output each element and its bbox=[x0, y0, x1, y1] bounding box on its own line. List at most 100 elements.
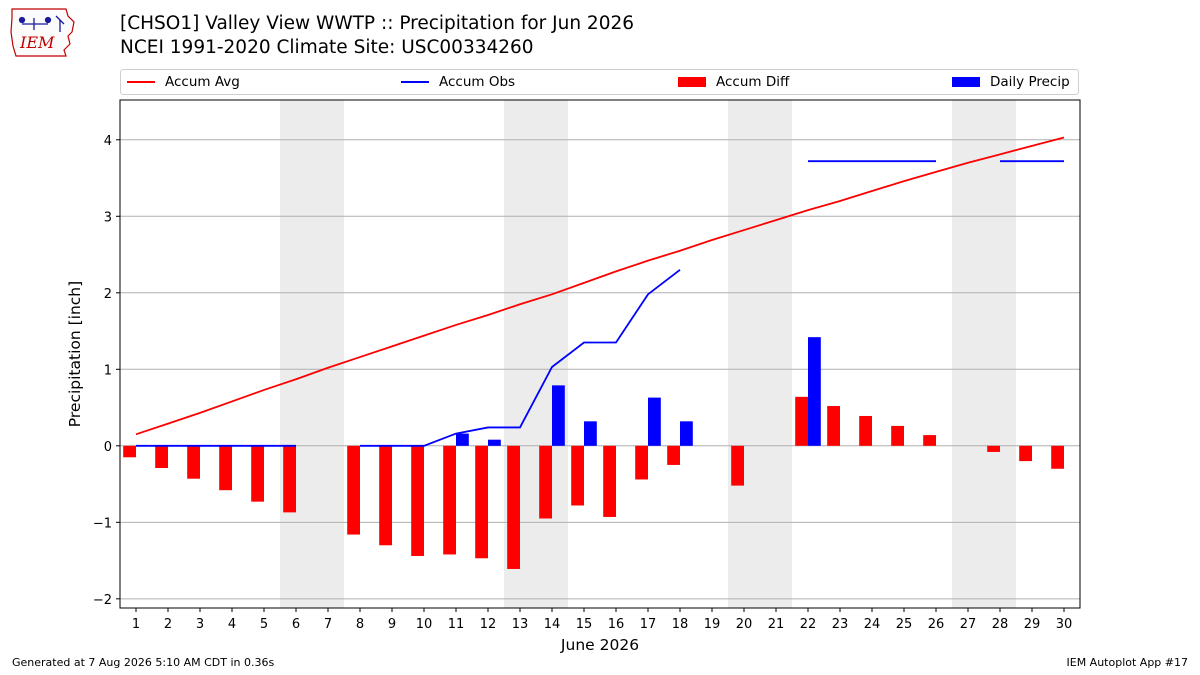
x-tick-label: 2 bbox=[164, 617, 172, 632]
x-tick-label: 1 bbox=[132, 617, 140, 632]
x-tick-label: 8 bbox=[356, 617, 364, 632]
x-tick-label: 17 bbox=[640, 617, 657, 632]
x-tick-label: 28 bbox=[992, 617, 1009, 632]
x-tick-label: 29 bbox=[1024, 617, 1041, 632]
accum-diff-bar bbox=[539, 445, 552, 519]
weekend-band bbox=[952, 100, 1016, 608]
accum-obs-line bbox=[360, 269, 681, 447]
x-axis-label: June 2026 bbox=[560, 636, 639, 654]
accum-diff-bar bbox=[987, 445, 1000, 452]
grid-lines bbox=[120, 139, 1080, 600]
accum-diff-bar bbox=[251, 445, 264, 502]
accum-diff-bar bbox=[283, 445, 296, 513]
weekend-band bbox=[280, 100, 344, 608]
x-tick-label: 16 bbox=[608, 617, 625, 632]
y-tick-label: 1 bbox=[104, 363, 112, 378]
x-tick-label: 19 bbox=[704, 617, 721, 632]
legend-label-accum-avg: Accum Avg bbox=[165, 74, 240, 90]
legend-swatch-daily-precip bbox=[952, 77, 980, 87]
x-tick-label: 27 bbox=[960, 617, 977, 632]
x-tick-label: 6 bbox=[292, 617, 300, 632]
plot-frame bbox=[119, 99, 1081, 609]
accum-diff-bar bbox=[475, 445, 488, 559]
legend-item-accum-avg: Accum Avg bbox=[127, 70, 240, 94]
accum-avg-line bbox=[135, 136, 1065, 436]
chart-subtitle: NCEI 1991-2020 Climate Site: USC00334260 bbox=[120, 37, 534, 58]
legend-swatch-accum-diff bbox=[678, 77, 706, 87]
x-tick-label: 4 bbox=[228, 617, 236, 632]
daily-precip-bar bbox=[808, 337, 821, 446]
accum-diff-bar bbox=[571, 445, 584, 506]
accum-diff-bar bbox=[123, 445, 136, 458]
x-tick-label: 7 bbox=[324, 617, 332, 632]
daily-precip-bar bbox=[488, 439, 501, 446]
weekend-shading bbox=[280, 100, 1016, 608]
accum-diff-bar bbox=[379, 445, 392, 546]
y-tick-label: 0 bbox=[104, 440, 112, 455]
x-tick-label: 25 bbox=[896, 617, 913, 632]
legend-swatch-accum-avg bbox=[127, 81, 155, 83]
legend-swatch-accum-obs bbox=[401, 81, 429, 83]
accum-diff-bar bbox=[827, 406, 840, 446]
legend-item-accum-obs: Accum Obs bbox=[401, 70, 515, 94]
legend-label-accum-obs: Accum Obs bbox=[439, 74, 516, 90]
x-tick-label: 3 bbox=[196, 617, 204, 632]
x-tick-label: 23 bbox=[832, 617, 849, 632]
x-tick-label: 21 bbox=[768, 617, 785, 632]
accum-diff-bar bbox=[187, 445, 200, 479]
legend-label-daily-precip: Daily Precip bbox=[990, 74, 1070, 90]
accum-diff-bar bbox=[795, 396, 808, 446]
iowa-outline-icon bbox=[10, 8, 75, 57]
iem-logo: IEM bbox=[10, 8, 75, 57]
x-tick-label: 18 bbox=[672, 617, 689, 632]
accum-diff-bar bbox=[219, 445, 232, 491]
accum-diff-bar bbox=[603, 445, 616, 517]
accum-diff-bar bbox=[923, 435, 936, 446]
logo-text: IEM bbox=[19, 33, 55, 52]
x-tick-label: 20 bbox=[736, 617, 753, 632]
accum-diff-bar bbox=[859, 415, 872, 446]
x-tick-label: 30 bbox=[1056, 617, 1073, 632]
x-axis-ticks: 1 2 3 4 5 6 7 8 9 10 11 12 13 14 15 16 17 18 19 20 21 22 23 24 2… bbox=[132, 608, 1072, 632]
y-tick-label: 3 bbox=[104, 210, 112, 225]
x-tick-label: 5 bbox=[260, 617, 268, 632]
y-axis-label: Precipitation [inch] bbox=[66, 281, 84, 427]
x-tick-label: 9 bbox=[388, 617, 396, 632]
bar-series bbox=[123, 337, 1064, 569]
accum-diff-bar bbox=[1019, 445, 1032, 462]
accum-diff-bar bbox=[507, 445, 520, 569]
x-tick-label: 13 bbox=[512, 617, 529, 632]
x-tick-label: 14 bbox=[544, 617, 561, 632]
x-tick-label: 12 bbox=[480, 617, 497, 632]
y-tick-label: 4 bbox=[104, 134, 112, 149]
y-tick-label: −1 bbox=[93, 516, 112, 531]
accum-diff-bar bbox=[635, 445, 648, 480]
y-axis-ticks: −2 −1 0 1 2 3 4 bbox=[93, 134, 120, 608]
accum-diff-bar bbox=[347, 445, 360, 535]
x-tick-label: 24 bbox=[864, 617, 881, 632]
y-tick-label: −2 bbox=[93, 593, 112, 608]
daily-precip-bar bbox=[456, 433, 469, 446]
daily-precip-bar bbox=[680, 421, 693, 446]
x-tick-label: 26 bbox=[928, 617, 945, 632]
daily-precip-bar bbox=[552, 385, 565, 446]
legend-item-accum-diff: Accum Diff bbox=[678, 70, 789, 94]
x-tick-label: 11 bbox=[448, 617, 465, 632]
accum-diff-bar bbox=[891, 425, 904, 446]
x-tick-label: 22 bbox=[800, 617, 817, 632]
weekend-band bbox=[728, 100, 792, 608]
line-series bbox=[135, 136, 1065, 447]
legend-label-accum-diff: Accum Diff bbox=[716, 74, 790, 90]
daily-precip-bar bbox=[648, 397, 661, 446]
weather-station-icon bbox=[18, 15, 65, 32]
x-tick-label: 10 bbox=[416, 617, 433, 632]
accum-diff-bar bbox=[1051, 445, 1064, 469]
legend-item-daily-precip: Daily Precip bbox=[952, 70, 1070, 94]
accum-diff-bar bbox=[443, 445, 456, 555]
footer-app: IEM Autoplot App #17 bbox=[1066, 656, 1189, 669]
accum-diff-bar bbox=[667, 445, 680, 465]
daily-precip-bar bbox=[584, 421, 597, 446]
accum-diff-bar bbox=[155, 445, 168, 468]
accum-diff-bar bbox=[411, 445, 424, 556]
